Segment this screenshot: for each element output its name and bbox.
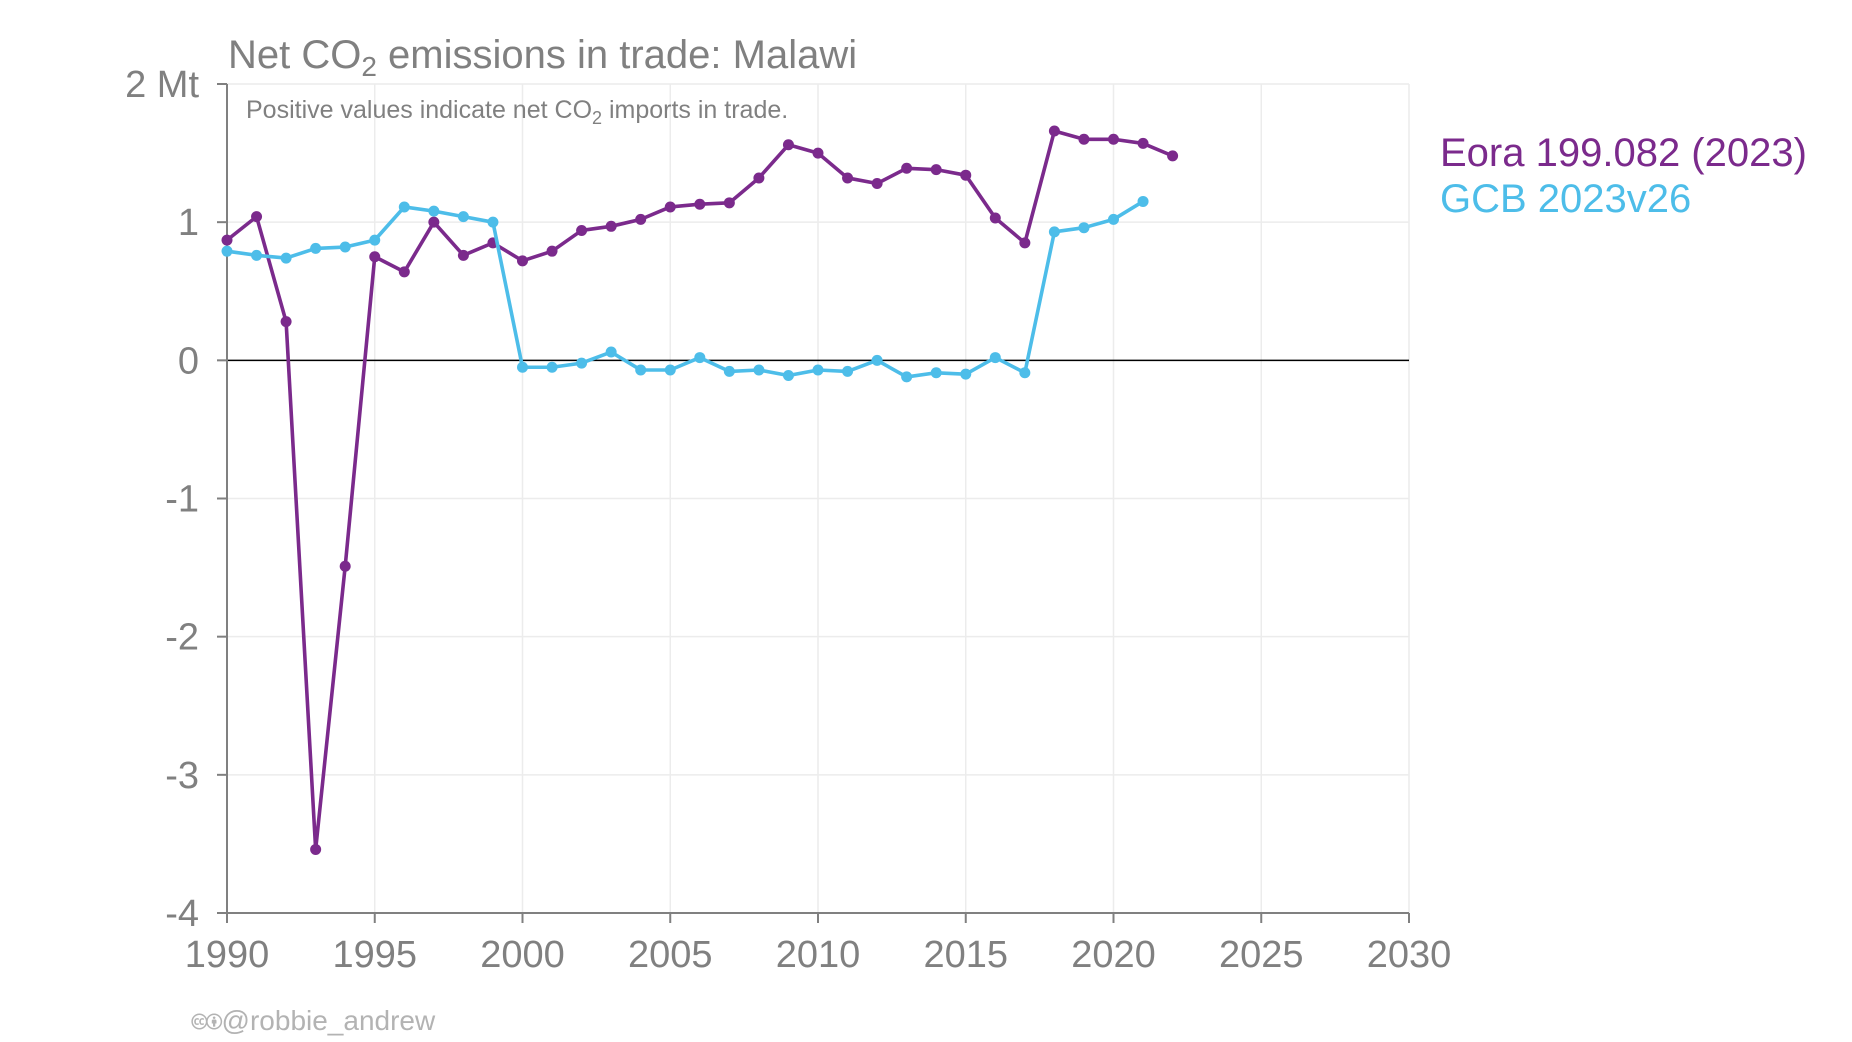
series-eora (221, 125, 1179, 855)
data-point-eora-2016 (989, 212, 1001, 224)
data-point-gcb-2007 (723, 365, 735, 377)
data-point-gcb-2009 (782, 370, 794, 382)
data-point-eora-1998 (457, 249, 469, 261)
data-point-gcb-2014 (930, 367, 942, 379)
data-point-gcb-2016 (989, 352, 1001, 364)
data-point-gcb-2005 (664, 364, 676, 376)
x-tick-label-2025: 2025 (1219, 934, 1304, 976)
chart-title: Net CO2 emissions in trade: Malawi (228, 33, 857, 82)
data-point-gcb-1991 (251, 249, 263, 261)
data-point-gcb-2008 (753, 364, 765, 376)
data-point-gcb-2004 (635, 364, 647, 376)
data-point-eora-2009 (782, 139, 794, 151)
y-tick-label-2: 2 Mt (125, 64, 199, 106)
data-point-gcb-2013 (901, 371, 913, 383)
data-point-eora-2004 (635, 213, 647, 225)
data-point-eora-2000 (517, 255, 528, 267)
y-tick-label--3: -3 (165, 755, 199, 797)
y-tick-label-0: 0 (178, 340, 199, 382)
data-point-eora-2020 (1108, 133, 1119, 145)
data-point-eora-2008 (753, 172, 765, 184)
data-point-eora-2015 (960, 169, 972, 181)
y-tick-label-1: 1 (178, 202, 199, 244)
data-point-eora-1996 (398, 266, 410, 278)
y-tick-label--4: -4 (165, 893, 199, 935)
series-gcb (221, 195, 1149, 383)
data-point-eora-2006 (694, 198, 706, 210)
data-point-eora-2013 (901, 162, 913, 174)
axes: 1990 1995 2000 2005 2010 2015 2020 2025 2030 2 Mt… (125, 64, 1451, 976)
x-tick-label-2005: 2005 (628, 934, 713, 976)
x-tick-label-2030: 2030 (1367, 934, 1452, 976)
license-icons: 🅭🅯 (191, 1009, 223, 1036)
data-point-gcb-2010 (812, 364, 824, 376)
data-point-gcb-2019 (1078, 222, 1090, 234)
data-point-eora-2010 (812, 147, 824, 159)
data-point-gcb-2001 (546, 361, 558, 373)
y-tick-label--1: -1 (165, 479, 199, 521)
data-point-gcb-1990 (221, 245, 233, 257)
data-point-eora-1995 (369, 251, 381, 263)
data-point-gcb-1997 (428, 205, 440, 217)
data-point-gcb-1996 (398, 201, 410, 213)
data-point-eora-2018 (1048, 125, 1060, 137)
data-point-eora-1991 (251, 211, 263, 223)
series-line-eora (225, 129, 1175, 852)
data-point-eora-2005 (664, 201, 676, 213)
x-tick-label-2015: 2015 (923, 934, 1008, 976)
data-point-eora-2002 (576, 224, 588, 236)
data-point-eora-2022 (1167, 150, 1179, 162)
data-point-gcb-2002 (576, 357, 588, 369)
data-point-eora-2017 (1019, 237, 1031, 249)
data-point-gcb-1999 (487, 216, 499, 228)
data-point-eora-2003 (605, 220, 617, 232)
data-point-gcb-2000 (517, 361, 528, 373)
chart-subtitle: Positive values indicate net CO2 imports… (246, 96, 788, 128)
data-point-eora-1992 (280, 316, 292, 328)
data-point-gcb-2020 (1108, 213, 1119, 225)
data-point-gcb-2006 (694, 352, 706, 364)
series-line-gcb (225, 199, 1145, 379)
data-point-gcb-2015 (960, 368, 972, 380)
data-point-eora-2001 (546, 245, 558, 257)
legend: Eora 199.082 (2023)GCB 2023v26 (1440, 131, 1807, 221)
data-point-eora-2007 (723, 197, 735, 209)
data-point-gcb-1995 (369, 234, 381, 246)
credit: 🅭🅯@robbie_andrew (191, 1005, 436, 1036)
data-point-gcb-2012 (871, 354, 883, 366)
legend-item-gcb: GCB 2023v26 (1440, 177, 1691, 221)
data-point-gcb-2021 (1137, 195, 1149, 207)
data-point-gcb-1994 (339, 241, 351, 253)
data-point-eora-2012 (871, 177, 883, 189)
data-point-eora-1997 (428, 216, 440, 228)
credit-handle: @robbie_andrew (222, 1005, 436, 1036)
data-point-gcb-2017 (1019, 367, 1031, 379)
data-point-eora-2021 (1137, 137, 1149, 149)
data-point-eora-2011 (842, 172, 854, 184)
data-point-gcb-1998 (457, 211, 469, 223)
data-point-eora-1994 (339, 560, 351, 572)
x-tick-label-2010: 2010 (776, 934, 861, 976)
data-point-gcb-1993 (310, 242, 322, 254)
data-point-eora-2014 (930, 164, 942, 176)
x-tick-label-1995: 1995 (332, 934, 417, 976)
data-point-eora-1990 (221, 234, 233, 246)
series (221, 125, 1179, 855)
data-point-gcb-2018 (1048, 226, 1060, 238)
x-tick-label-2020: 2020 (1071, 934, 1156, 976)
data-point-eora-1993 (310, 843, 322, 855)
y-tick-label--2: -2 (165, 617, 199, 659)
data-point-gcb-1992 (280, 252, 292, 264)
data-point-gcb-2011 (842, 365, 854, 377)
x-tick-label-1990: 1990 (185, 934, 270, 976)
data-point-gcb-2003 (605, 346, 617, 358)
x-tick-label-2000: 2000 (480, 934, 565, 976)
legend-item-eora: Eora 199.082 (2023) (1440, 131, 1807, 175)
data-point-eora-2019 (1078, 133, 1090, 145)
